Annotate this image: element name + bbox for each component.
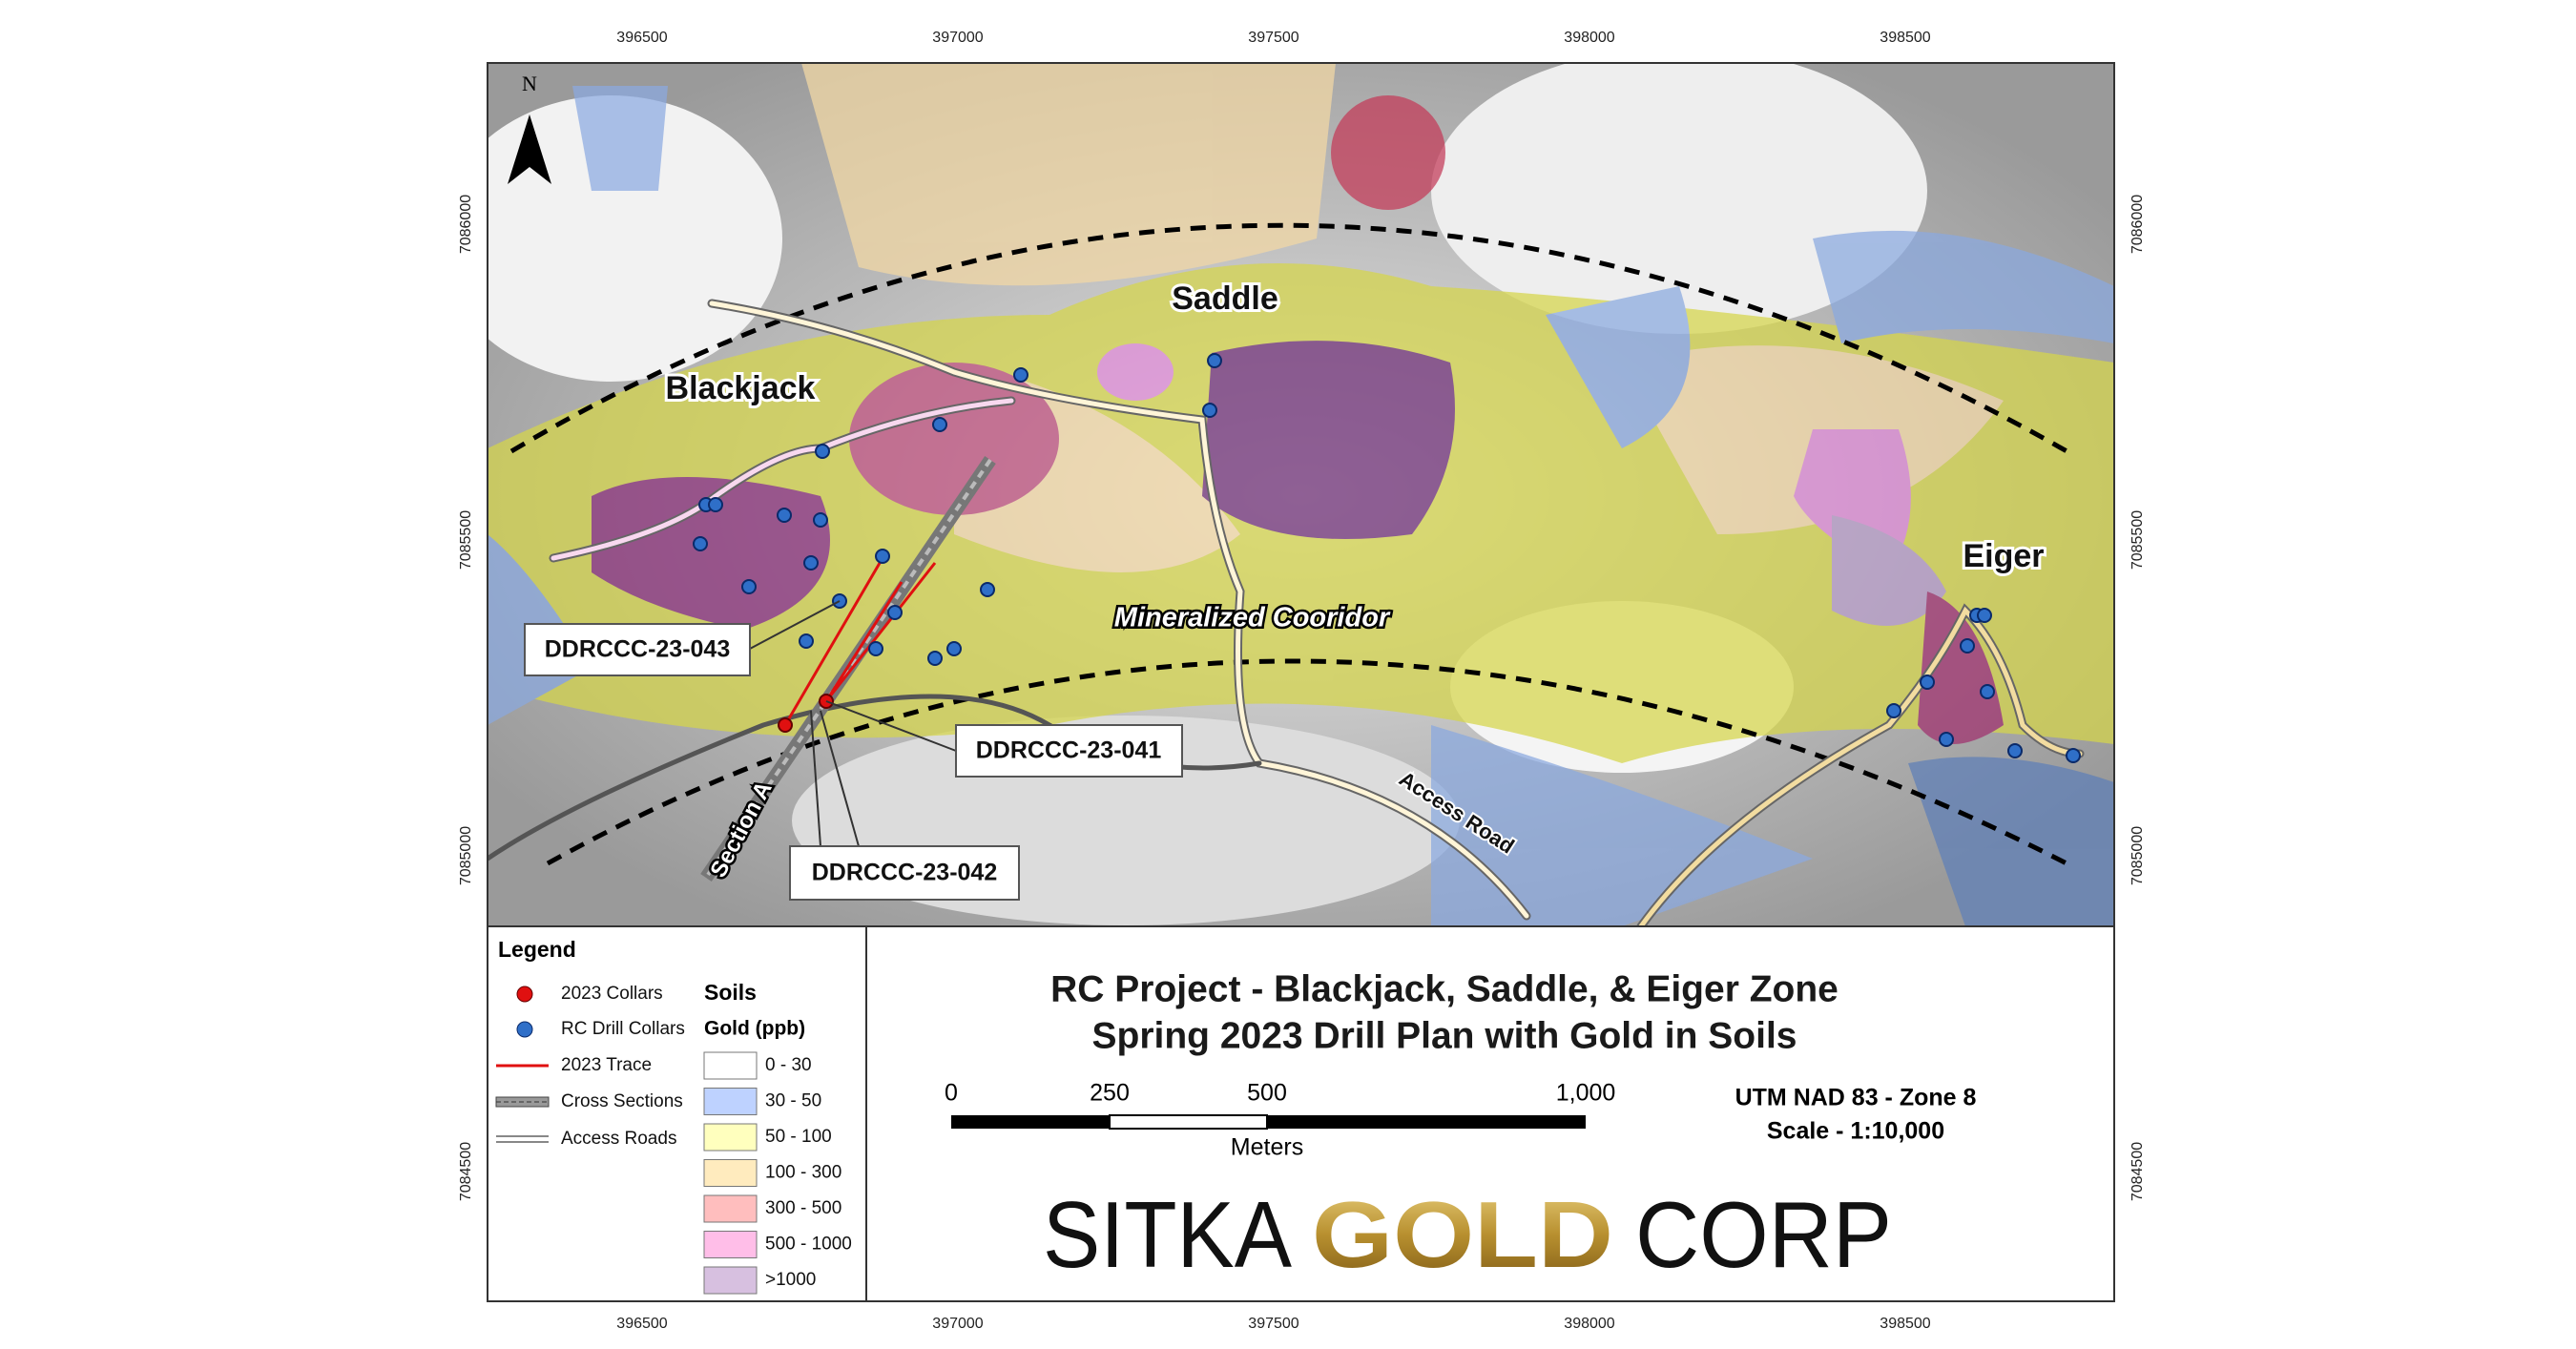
y-coord-label: 7086000 <box>458 195 474 254</box>
place-label: Eiger <box>1963 538 2044 574</box>
x-coord-label: 398500 <box>1880 30 1930 46</box>
legend-item: RC Drill Collars <box>561 1019 685 1039</box>
legend-item: 2023 Collars <box>561 984 663 1004</box>
logo-right: CORP <box>1635 1182 1892 1287</box>
projection: UTM NAD 83 - Zone 8 <box>1735 1085 1977 1111</box>
x-coord-label: 396500 <box>616 30 667 46</box>
place-label: Blackjack <box>666 370 816 406</box>
x-coord-label: 398500 <box>1880 1316 1930 1332</box>
soil-swatch <box>703 1266 758 1295</box>
y-coord-label: 7085500 <box>458 510 474 570</box>
legend-items: 2023 Collars RC Drill Collars 2023 Trace Cr… <box>561 984 685 1149</box>
soil-label: 30 - 50 <box>765 1091 821 1111</box>
legend-title: Legend <box>498 937 576 962</box>
hole-label: DDRCCC-23-043 <box>545 636 731 663</box>
y-coord-label: 7084500 <box>458 1142 474 1201</box>
soil-label: 500 - 1000 <box>765 1235 852 1255</box>
soil-swatch <box>703 1231 758 1258</box>
soil-swatch <box>703 1159 758 1187</box>
scale-unit: Meters <box>1231 1134 1303 1161</box>
soils-title: Soils <box>704 980 757 1005</box>
map: N Blackjack Saddle Eiger Mineralized Coo… <box>488 63 2114 926</box>
soil-swatch <box>703 1088 758 1115</box>
y-coord-label: 7085000 <box>458 826 474 885</box>
coordinates: 396500 396500 397000 397000 397500 397500 3980… <box>458 30 2146 1332</box>
x-coord-label: 397500 <box>1248 30 1298 46</box>
legend-item: Access Roads <box>561 1129 676 1149</box>
scale-tick: 500 <box>1247 1080 1287 1107</box>
soil-swatch <box>703 1051 758 1080</box>
x-coord-label: 398000 <box>1564 30 1614 46</box>
soil-swatch <box>703 1123 758 1152</box>
soil-label: 300 - 500 <box>765 1198 841 1218</box>
logo-left: SITKA <box>1043 1182 1293 1287</box>
scale-tick: 0 <box>945 1080 958 1107</box>
corridor-label: Mineralized Cooridor <box>1114 603 1391 633</box>
y-coord-label: 7084500 <box>2129 1142 2146 1201</box>
soil-label: 0 - 30 <box>765 1055 812 1075</box>
legend-item: Cross Sections <box>561 1091 683 1111</box>
soil-label: >1000 <box>765 1270 816 1290</box>
x-coord-label: 397500 <box>1248 1316 1298 1332</box>
soils-subtitle: Gold (ppb) <box>704 1018 805 1040</box>
map-frame <box>487 62 2115 1302</box>
soil-label: 100 - 300 <box>765 1163 841 1183</box>
x-coord-label: 396500 <box>616 1316 667 1332</box>
hole-label: DDRCCC-23-042 <box>812 860 998 886</box>
soil-swatch <box>703 1194 758 1223</box>
hole-label: DDRCCC-23-041 <box>976 737 1162 764</box>
soil-label: 50 - 100 <box>765 1127 832 1147</box>
y-coord-label: 7085000 <box>2129 826 2146 885</box>
soil-classes: 0 - 30 30 - 50 50 - 100 100 - 300 300 - 500 5… <box>703 1051 852 1295</box>
scale-tick: 1,000 <box>1556 1080 1616 1107</box>
y-coord-label: 7086000 <box>2129 195 2146 254</box>
legend-box <box>487 925 867 1302</box>
map-scale: Scale - 1:10,000 <box>1767 1118 1944 1145</box>
legend-item: 2023 Trace <box>561 1055 652 1075</box>
x-coord-label: 398000 <box>1564 1316 1614 1332</box>
place-label: Saddle <box>1172 280 1278 317</box>
north-label: N <box>522 72 537 95</box>
x-coord-label: 397000 <box>932 1316 983 1332</box>
x-coord-label: 397000 <box>932 30 983 46</box>
y-coord-label: 7085500 <box>2129 510 2146 570</box>
title: RC Project - Blackjack, Saddle, & Eiger … <box>1050 968 1839 1009</box>
scale-tick: 250 <box>1090 1080 1130 1107</box>
logo-middle: GOLD <box>1312 1182 1613 1287</box>
subtitle: Spring 2023 Drill Plan with Gold in Soil… <box>1092 1015 1797 1056</box>
